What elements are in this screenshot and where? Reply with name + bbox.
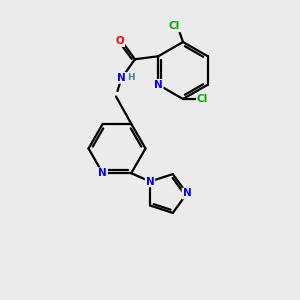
Text: Cl: Cl — [169, 21, 180, 32]
Text: N: N — [154, 80, 163, 90]
Text: N: N — [146, 176, 154, 187]
Text: O: O — [116, 36, 124, 46]
Text: N: N — [182, 188, 191, 199]
Text: N: N — [98, 168, 107, 178]
Text: N: N — [117, 73, 126, 83]
Text: H: H — [127, 73, 135, 82]
Text: Cl: Cl — [197, 94, 208, 104]
